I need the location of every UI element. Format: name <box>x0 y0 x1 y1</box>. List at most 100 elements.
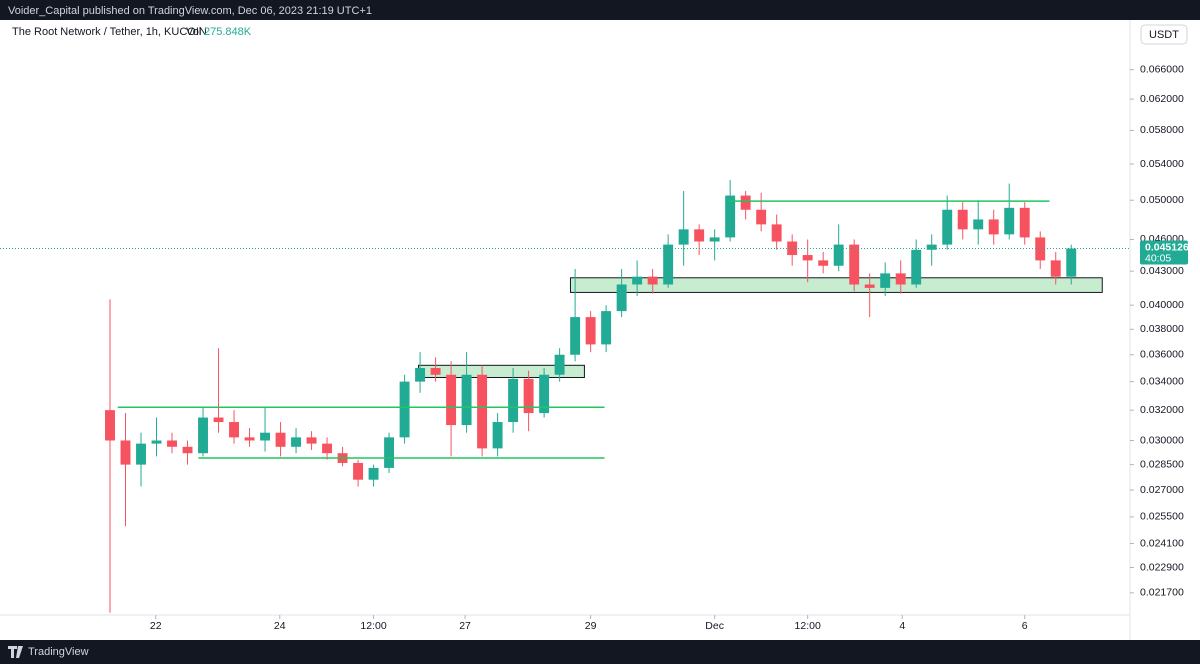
candle-body <box>802 255 813 261</box>
candle-body <box>585 317 596 345</box>
candle-body <box>601 311 612 345</box>
x-tick-label: 4 <box>899 620 905 632</box>
symbol-title: The Root Network / Tether, 1h, KUCOIN <box>12 26 207 38</box>
y-tick-label: 0.050000 <box>1140 194 1184 206</box>
x-tick-label: 24 <box>274 620 286 632</box>
candle-body <box>167 440 177 447</box>
candle-body <box>322 443 333 454</box>
candle-body <box>260 432 271 441</box>
y-tick-label: 0.043000 <box>1140 265 1184 277</box>
candle-body <box>105 410 115 441</box>
plot-area <box>105 179 1103 613</box>
candle-body <box>570 317 581 355</box>
x-tick-label: 12:00 <box>795 620 821 632</box>
candle-body <box>833 244 844 266</box>
candle-body <box>942 209 953 245</box>
volume-value: 275.848K <box>204 26 252 38</box>
candle-body <box>198 417 208 454</box>
candle-body <box>213 417 224 423</box>
candle-body <box>306 437 317 444</box>
candle-body <box>120 440 131 465</box>
candle-body <box>771 224 782 242</box>
x-tick-label: Dec <box>705 620 724 632</box>
candle-body <box>415 367 426 382</box>
candle-body <box>508 378 519 423</box>
candle-body <box>663 244 674 285</box>
candle-body <box>1066 248 1077 277</box>
y-tick-label: 0.030000 <box>1140 434 1184 446</box>
candle-body <box>1004 207 1015 235</box>
candle-body <box>616 284 627 312</box>
candle-body <box>632 276 643 285</box>
y-tick-label: 0.021700 <box>1140 587 1184 599</box>
y-tick-label: 0.028500 <box>1140 458 1184 470</box>
y-tick-label: 0.032000 <box>1140 404 1184 416</box>
last-price-label: 0.045126 <box>1145 241 1189 253</box>
x-tick-label: 6 <box>1022 620 1028 632</box>
top-bar <box>0 0 1200 20</box>
y-tick-label: 0.038000 <box>1140 323 1184 335</box>
candle-body <box>1035 237 1046 261</box>
candle-body <box>911 249 922 285</box>
y-tick-label: 0.024100 <box>1140 537 1184 549</box>
y-tick-label: 0.027000 <box>1140 484 1184 496</box>
last-price-box <box>1140 240 1188 265</box>
y-tick-label: 0.054000 <box>1140 158 1184 170</box>
candle-body <box>740 195 751 210</box>
candle-body <box>926 244 937 250</box>
candle-body <box>151 440 162 444</box>
candle-body <box>368 467 379 480</box>
candle-body <box>461 374 472 426</box>
y-tick-label: 0.066000 <box>1140 63 1184 75</box>
x-tick-label: 22 <box>150 620 162 632</box>
candle-body <box>477 374 488 449</box>
candle-body <box>554 354 565 375</box>
currency-button[interactable] <box>1140 24 1188 45</box>
candle-body <box>1050 260 1061 277</box>
candle-body <box>864 284 875 288</box>
bottom-bar <box>0 640 1200 664</box>
brand: TradingView <box>28 646 89 658</box>
candle-body <box>446 374 457 426</box>
candle-body <box>988 219 999 235</box>
candle-body <box>1019 207 1030 238</box>
candle-body <box>957 209 968 230</box>
currency[interactable]: USDT <box>1149 29 1179 41</box>
y-tick-label: 0.034000 <box>1140 375 1184 387</box>
candle-body <box>709 237 720 242</box>
candle-body <box>136 443 146 465</box>
y-tick-label: 0.025500 <box>1140 511 1184 523</box>
zone-box <box>569 277 1103 293</box>
brand-logo <box>8 646 23 658</box>
candle-body <box>399 381 410 438</box>
candle-body <box>880 273 891 288</box>
candle-body <box>275 432 286 447</box>
candle-body <box>694 229 705 242</box>
candle-body <box>523 378 534 414</box>
volume-label: Vol <box>186 26 201 38</box>
candle-body <box>430 367 441 375</box>
candle-body <box>384 437 395 468</box>
candle-body <box>818 260 829 266</box>
candle-body <box>725 195 736 238</box>
y-tick-label: 0.040000 <box>1140 299 1184 311</box>
candle-body <box>244 437 255 441</box>
candle-body <box>182 446 193 454</box>
candle-body <box>895 273 906 285</box>
candle-body <box>849 244 860 285</box>
candle-body <box>647 276 658 285</box>
candle-body <box>973 219 984 230</box>
y-tick-label: 0.036000 <box>1140 349 1184 361</box>
candle-body <box>353 462 364 480</box>
candle-body <box>291 437 302 447</box>
x-tick-label: 27 <box>459 620 471 632</box>
candle-body <box>492 422 503 449</box>
y-tick-label: 0.062000 <box>1140 93 1184 105</box>
y-tick-label: 0.058000 <box>1140 124 1184 136</box>
published-note: Voider_Capital published on TradingView.… <box>8 5 372 17</box>
y-tick-label: 0.022900 <box>1140 561 1184 573</box>
x-tick-label: 12:00 <box>360 620 386 632</box>
candle-body <box>229 422 239 438</box>
candle-body <box>539 374 550 414</box>
